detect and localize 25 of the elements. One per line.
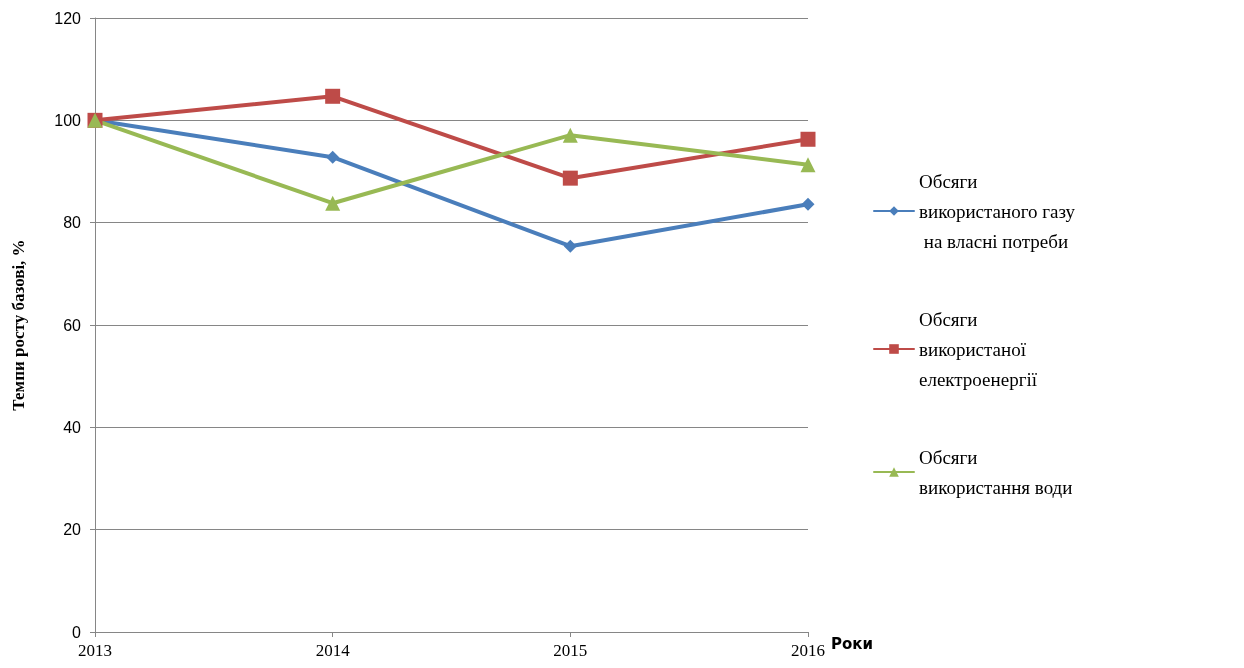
x-axis-title: Роки <box>830 634 873 653</box>
point <box>563 239 577 253</box>
point <box>562 127 578 143</box>
y-axis-title: Темпи росту базові, % <box>9 239 28 411</box>
x-tick-label: 2015 <box>553 641 588 660</box>
y-tick-label: 80 <box>63 214 82 232</box>
y-tick-label: 100 <box>54 111 82 129</box>
y-tick-label: 120 <box>54 9 82 27</box>
point <box>562 170 578 186</box>
point <box>325 88 341 104</box>
point <box>326 150 340 164</box>
legend-label: Обсяги використання води <box>919 446 1073 498</box>
y-tick-label: 40 <box>63 418 82 436</box>
y-tick-label: 60 <box>63 316 82 334</box>
point <box>801 197 815 211</box>
legend-label: Обсяги використаної електроенергії <box>919 308 1038 390</box>
y-tick-label: 0 <box>72 623 82 641</box>
x-tick-label: 2016 <box>791 641 825 660</box>
legend-label: Обсяги використаного газу на власні потреби <box>919 170 1076 252</box>
y-tick-label: 20 <box>63 521 82 539</box>
x-tick-label: 2013 <box>78 641 112 660</box>
x-tick-label: 2014 <box>315 641 351 660</box>
point <box>800 131 816 147</box>
point <box>325 195 341 211</box>
point <box>800 157 816 173</box>
